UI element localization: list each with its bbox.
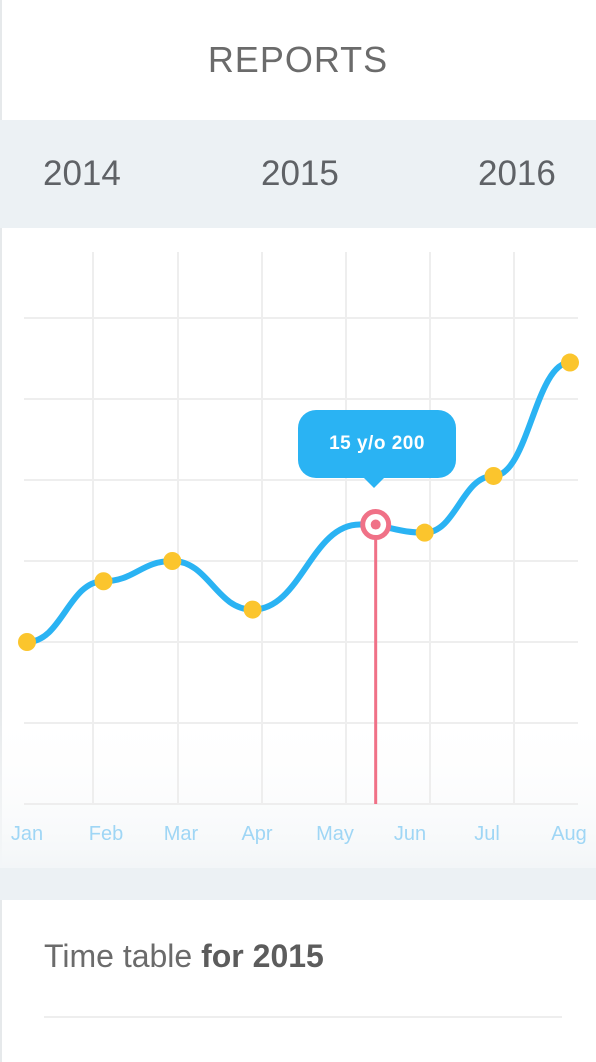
chart-bottom-fade xyxy=(0,708,596,868)
x-tick-label-mar: Mar xyxy=(164,823,199,845)
data-point-feb xyxy=(94,572,113,591)
timetable-heading: Time table for 2015 xyxy=(44,938,324,975)
year-tab-2015[interactable]: 2015 xyxy=(261,154,339,193)
line-chart: Jan Feb Mar Apr May Jun Jul Aug xyxy=(0,252,596,868)
chart-area: Jan Feb Mar Apr May Jun Jul Aug 15 y/o 200 xyxy=(0,228,596,868)
data-point-jul xyxy=(484,466,503,485)
x-tick-label-aug: Aug xyxy=(551,823,587,845)
section-separator xyxy=(0,868,596,900)
year-tab-2014[interactable]: 2014 xyxy=(43,154,121,193)
x-tick-label-feb: Feb xyxy=(89,823,123,845)
x-tick-label-jul: Jul xyxy=(474,823,500,845)
x-tick-label-apr: Apr xyxy=(241,823,272,845)
timetable-label: Time table xyxy=(44,938,202,974)
data-point-aug xyxy=(561,353,579,372)
series-line xyxy=(24,359,573,645)
year-tab-2016[interactable]: 2016 xyxy=(478,154,556,193)
year-selector: 2014 2015 2016 xyxy=(0,120,596,228)
data-point-jun xyxy=(415,523,434,542)
data-point-apr xyxy=(243,600,262,619)
data-point-mar xyxy=(163,552,182,570)
data-point-jan xyxy=(18,633,36,651)
value-tooltip: 15 y/o 200 xyxy=(298,410,456,488)
header: REPORTS xyxy=(0,0,596,120)
timetable-year: for 2015 xyxy=(201,938,324,974)
left-edge-border xyxy=(0,0,2,1062)
x-tick-label-may: May xyxy=(316,823,354,845)
tooltip-text: 15 y/o 200 xyxy=(329,433,425,454)
divider xyxy=(44,1016,562,1018)
x-tick-label-jan: Jan xyxy=(11,823,43,845)
selected-point-center xyxy=(370,519,381,530)
x-tick-label-jun: Jun xyxy=(394,823,426,845)
page-title: REPORTS xyxy=(207,39,389,80)
